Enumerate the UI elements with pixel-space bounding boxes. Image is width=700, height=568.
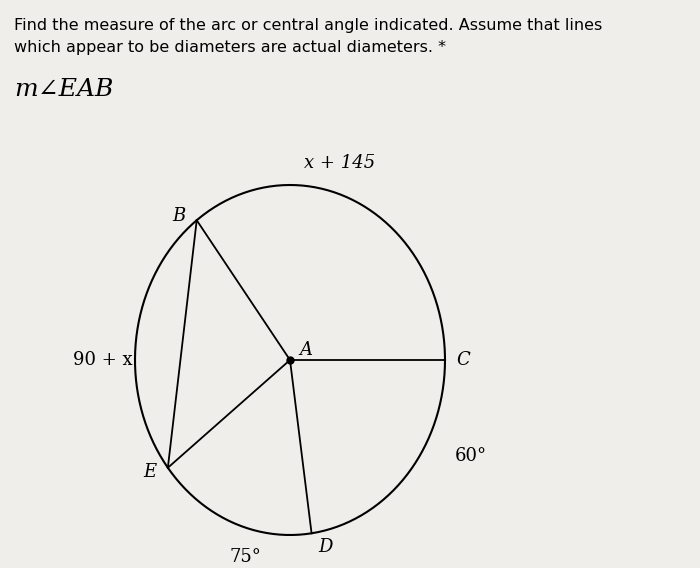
Text: E: E	[144, 463, 156, 481]
Text: x + 145: x + 145	[304, 154, 376, 172]
Text: 75°: 75°	[229, 548, 261, 566]
Text: C: C	[456, 351, 470, 369]
Text: which appear to be diameters are actual diameters. *: which appear to be diameters are actual …	[14, 40, 446, 55]
Text: 90 + x: 90 + x	[74, 351, 133, 369]
Text: 60°: 60°	[455, 447, 487, 465]
Text: Find the measure of the arc or central angle indicated. Assume that lines: Find the measure of the arc or central a…	[14, 18, 602, 33]
Text: D: D	[318, 538, 332, 556]
Text: m∠EAB: m∠EAB	[14, 78, 113, 101]
Text: B: B	[172, 207, 186, 225]
Text: A: A	[300, 341, 312, 359]
